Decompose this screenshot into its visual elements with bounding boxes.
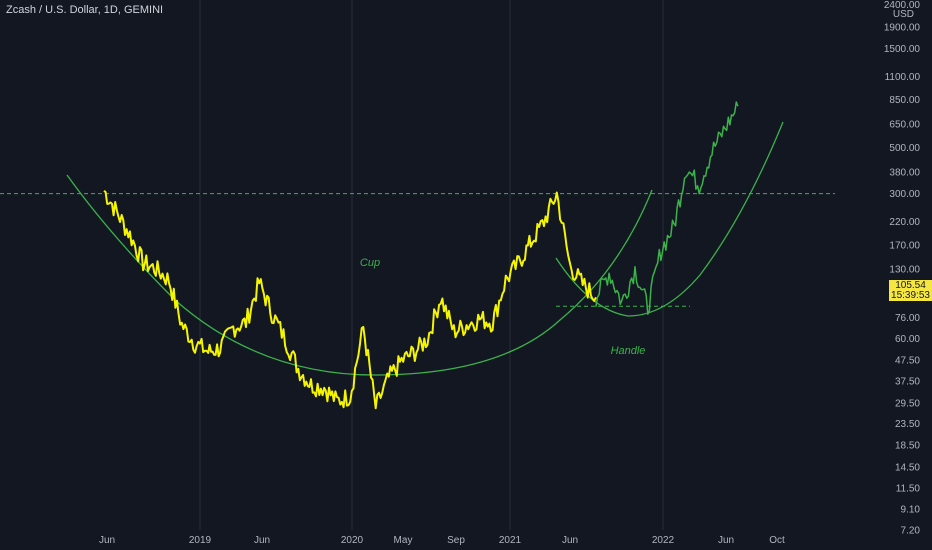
y-tick-label: 37.50 xyxy=(895,377,920,388)
y-tick-label: 850.00 xyxy=(889,95,920,106)
y-tick-label: 650.00 xyxy=(889,119,920,130)
y-tick-label: 1100.00 xyxy=(885,72,921,83)
y-tick-label: 1900.00 xyxy=(884,23,921,34)
y-tick-label: 380.00 xyxy=(889,168,920,179)
bar-countdown: 15:39:53 xyxy=(891,290,930,301)
y-unit-label: USD xyxy=(893,9,914,20)
y-tick-label: 9.10 xyxy=(901,504,921,515)
x-tick-label: 2020 xyxy=(341,535,364,546)
x-tick-label: Oct xyxy=(769,535,785,546)
y-tick-label: 76.00 xyxy=(895,313,920,324)
chart-title: Zcash / U.S. Dollar, 1D, GEMINI xyxy=(6,4,164,16)
y-tick-label: 47.50 xyxy=(895,355,920,366)
x-tick-label: 2021 xyxy=(499,535,522,546)
y-tick-label: 23.50 xyxy=(895,419,920,430)
y-tick-label: 130.00 xyxy=(889,265,920,276)
x-tick-label: Jun xyxy=(254,535,270,546)
price-series-2 xyxy=(595,101,739,315)
annotation-cup: Cup xyxy=(360,257,380,269)
annotation-handle: Handle xyxy=(611,345,646,357)
price-series-1 xyxy=(103,190,597,410)
plot-layer: Cup Handle xyxy=(0,101,835,410)
y-tick-label: 14.50 xyxy=(895,462,920,473)
last-price: 105.54 xyxy=(895,280,926,291)
x-tick-label: 2022 xyxy=(652,535,675,546)
x-tick-label: May xyxy=(394,535,413,546)
y-tick-label: 29.50 xyxy=(895,398,920,409)
x-tick-label: Jun xyxy=(718,535,734,546)
y-tick-label: 11.50 xyxy=(896,483,921,494)
last-price-tag: 105.54 15:39:53 xyxy=(889,280,932,301)
x-tick-label: Jun xyxy=(562,535,578,546)
y-tick-label: 18.50 xyxy=(895,440,920,451)
y-tick-label: 2400.00 xyxy=(884,0,921,11)
y-tick-label: 300.00 xyxy=(889,189,920,200)
y-tick-label: 500.00 xyxy=(889,143,920,154)
handle-curve xyxy=(555,121,784,317)
grid xyxy=(199,0,664,530)
y-tick-label: 170.00 xyxy=(889,240,920,251)
x-tick-label: Sep xyxy=(447,535,465,546)
y-tick-label: 60.00 xyxy=(895,334,920,345)
y-tick-label: 1500.00 xyxy=(884,44,921,55)
x-tick-label: 2019 xyxy=(189,535,212,546)
x-tick-label: Jun xyxy=(99,535,115,546)
y-tick-label: 7.20 xyxy=(901,526,921,537)
y-tick-label: 220.00 xyxy=(889,217,920,228)
